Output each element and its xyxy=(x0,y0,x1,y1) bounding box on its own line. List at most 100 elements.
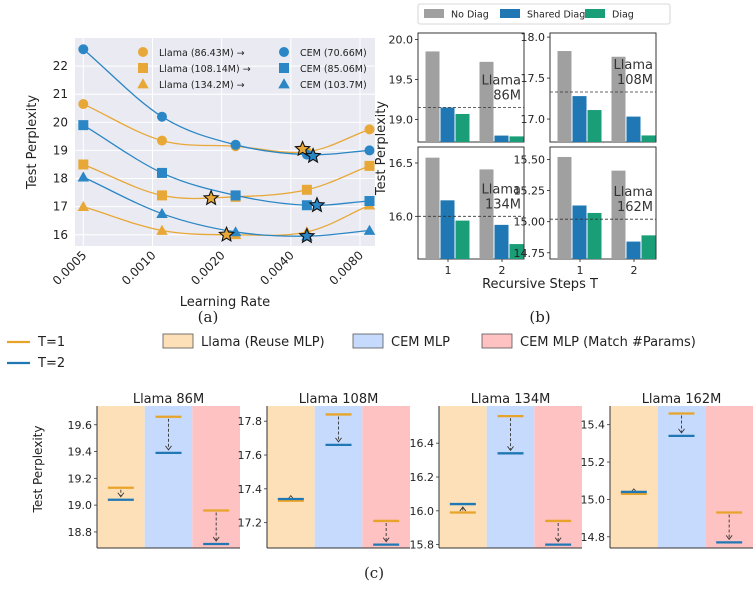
c-y-tick-label: 16.2 xyxy=(410,471,435,484)
c-legend-label: Llama (Reuse MLP) xyxy=(201,335,325,350)
b-bar xyxy=(509,136,524,142)
a-legend-marker xyxy=(138,63,148,73)
c-y-tick-label: 16.4 xyxy=(410,437,435,450)
c-y-tick-label: 19.4 xyxy=(68,446,93,459)
a-legend-label: CEM (85.06M) xyxy=(300,64,367,75)
a-data-point xyxy=(364,124,375,135)
b-bar xyxy=(587,110,602,142)
b-bar xyxy=(509,244,524,259)
a-data-point xyxy=(156,111,167,122)
b-legend-frame xyxy=(417,3,671,25)
c-y-tick-label: 15.8 xyxy=(410,539,435,552)
c-y-tick-label: 15.2 xyxy=(581,456,606,469)
b-bar xyxy=(611,170,626,259)
c-legend-swatch xyxy=(162,333,194,349)
b-baseline-label: 108M xyxy=(617,73,653,88)
a-data-point xyxy=(77,171,90,182)
b-bar xyxy=(641,135,656,142)
b-baseline-label: 86M xyxy=(493,89,521,104)
b-y-axis-label: Test Perplexity xyxy=(374,101,389,196)
c-y-tick-label: 18.8 xyxy=(68,526,93,539)
a-legend-marker xyxy=(279,63,289,73)
a-legend-marker xyxy=(279,47,289,57)
b-y-tick-label: 14.75 xyxy=(514,247,546,260)
b-baseline-label: Llama xyxy=(614,58,653,73)
a-best-star xyxy=(298,227,316,244)
c-region-band xyxy=(486,406,535,548)
b-y-tick-label: 17.0 xyxy=(521,113,546,126)
b-bar xyxy=(611,56,626,142)
a-y-tick-label: 16 xyxy=(53,228,68,242)
b-baseline-label: 162M xyxy=(617,200,653,215)
panel-c-mlp-comparison: T=1 T=2 Llama (Reuse MLP) CEM MLP CEM MLP (M… xyxy=(7,333,753,552)
c-change-arrowhead xyxy=(335,437,342,443)
b-bar xyxy=(425,51,440,142)
b-x-tick-label: 2 xyxy=(499,264,506,277)
a-y-tick-label: 18 xyxy=(53,172,68,186)
b-bar xyxy=(479,169,494,259)
a-data-point xyxy=(301,200,312,211)
b-bar xyxy=(455,220,470,259)
b-x-tick-label: 1 xyxy=(577,264,584,277)
a-y-tick-label: 20 xyxy=(53,115,68,129)
b-legend-swatch xyxy=(500,9,520,18)
a-y-tick-label: 19 xyxy=(53,143,68,157)
b-bar xyxy=(572,96,587,142)
b-baseline-label: Llama xyxy=(482,74,521,89)
b-x-tick-label: 2 xyxy=(631,264,638,277)
a-y-axis-label: Test Perplexity xyxy=(25,95,40,190)
c-region-band xyxy=(362,406,410,548)
a-legend-label: Llama (108.14M) → xyxy=(159,64,251,75)
b-y-tick-label: 18.0 xyxy=(521,31,546,44)
c-legend-label: T=1 xyxy=(37,335,65,350)
c-change-arrowhead xyxy=(459,506,467,512)
a-data-point xyxy=(230,139,241,150)
a-best-star xyxy=(294,140,312,157)
b-bar xyxy=(455,113,470,142)
b-legend-swatch xyxy=(585,9,605,18)
c-region-band xyxy=(439,406,487,548)
a-y-tick-label: 22 xyxy=(53,59,68,73)
b-bar xyxy=(494,135,509,142)
c-region-band xyxy=(657,406,706,548)
caption-a: (a) xyxy=(198,308,219,326)
a-legend-label: Llama (86.43M) → xyxy=(159,48,245,59)
a-data-point xyxy=(156,167,167,178)
b-bar xyxy=(557,51,572,142)
a-best-star xyxy=(304,147,322,164)
c-y-tick-label: 15.4 xyxy=(581,419,606,432)
b-bar xyxy=(440,107,455,142)
a-best-star xyxy=(202,189,220,206)
a-data-point xyxy=(364,145,375,156)
b-x-axis-label: Recursive Steps T xyxy=(482,277,598,292)
b-y-tick-label: 15.25 xyxy=(514,185,546,198)
a-legend-label: CEM (103.7M) xyxy=(300,80,367,91)
b-y-tick-label: 20.0 xyxy=(389,33,414,46)
c-y-tick-label: 15.0 xyxy=(581,493,606,506)
c-subplot-title: Llama 162M xyxy=(642,392,722,407)
b-bar xyxy=(587,212,602,259)
c-y-tick-label: 19.0 xyxy=(68,499,93,512)
c-change-arrowhead xyxy=(288,495,294,499)
b-bar xyxy=(572,205,587,259)
a-data-point xyxy=(78,44,89,55)
b-legend-swatch xyxy=(424,9,444,18)
a-data-point xyxy=(78,120,89,131)
a-x-axis-label: Learning Rate xyxy=(180,295,270,310)
c-change-arrowhead xyxy=(382,537,390,543)
c-change-arrowhead xyxy=(117,492,125,498)
a-best-star xyxy=(218,225,236,242)
b-y-tick-label: 16.0 xyxy=(389,210,414,223)
a-data-point xyxy=(364,196,375,207)
c-subplot-title: Llama 86M xyxy=(133,392,204,407)
b-legend-label: Diag xyxy=(612,10,634,21)
a-data-point xyxy=(364,160,375,171)
b-baseline-label: Llama xyxy=(614,185,653,200)
b-bar xyxy=(626,241,641,259)
a-best-star xyxy=(308,196,326,213)
b-baseline-label: 134M xyxy=(485,197,521,212)
b-bar xyxy=(494,224,509,259)
c-y-axis-label: Test Perplexity xyxy=(31,426,45,514)
